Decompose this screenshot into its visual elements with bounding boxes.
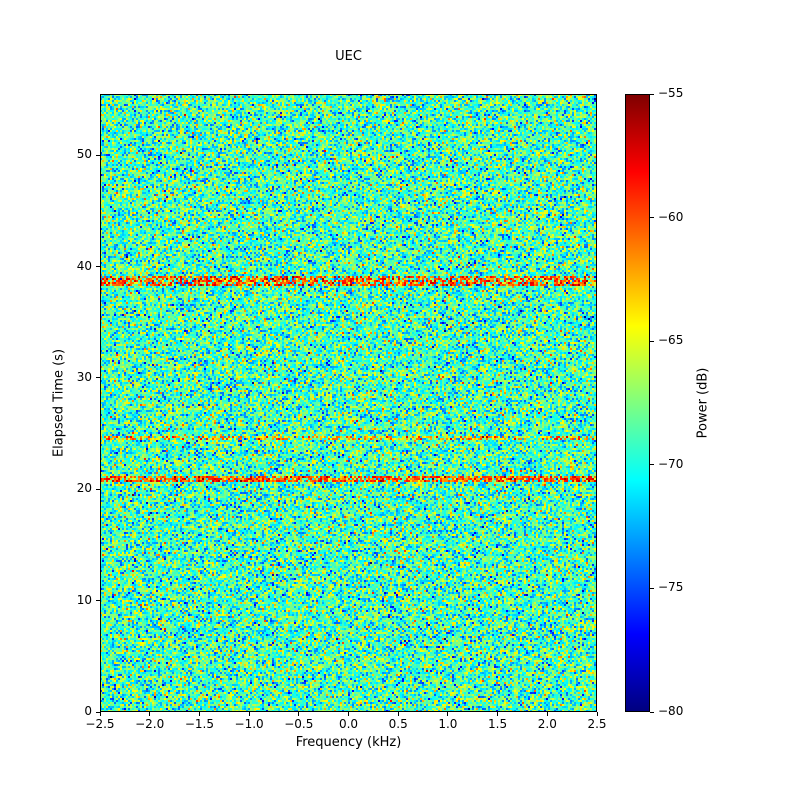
colorbar-tick bbox=[650, 587, 654, 589]
x-tick-label: −1.5 bbox=[184, 717, 214, 731]
colorbar-tick bbox=[650, 93, 654, 95]
x-tick bbox=[99, 712, 101, 716]
x-tick bbox=[248, 712, 250, 716]
spectrogram-canvas bbox=[100, 94, 597, 712]
x-tick bbox=[348, 712, 349, 716]
colorbar-tick bbox=[650, 464, 654, 466]
x-tick-label: −2.0 bbox=[135, 717, 165, 731]
y-tick bbox=[96, 154, 100, 156]
x-axis-label: Frequency (kHz) bbox=[295, 735, 402, 750]
colorbar-canvas bbox=[625, 94, 650, 712]
x-tick-label: −0.5 bbox=[284, 717, 314, 731]
x-tick-label: 2.5 bbox=[587, 717, 607, 731]
colorbar-tick-label: −75 bbox=[658, 580, 684, 595]
y-tick-label: 50 bbox=[76, 147, 92, 162]
y-tick-label: 0 bbox=[84, 704, 92, 718]
colorbar-tick bbox=[650, 217, 654, 219]
x-tick-label: −1.0 bbox=[234, 717, 264, 731]
y-tick-label: 40 bbox=[76, 258, 92, 273]
y-tick bbox=[96, 488, 100, 490]
x-tick bbox=[546, 712, 548, 716]
x-tick-label: 1.0 bbox=[438, 717, 458, 731]
x-tick-label: −2.5 bbox=[85, 717, 115, 731]
x-tick bbox=[497, 712, 499, 716]
colorbar-tick-label: −65 bbox=[658, 333, 684, 348]
chart-title: UEC bbox=[335, 49, 362, 64]
colorbar-tick-label: −80 bbox=[658, 704, 684, 718]
colorbar-tick-label: −70 bbox=[658, 456, 684, 471]
y-tick bbox=[96, 600, 100, 602]
y-tick bbox=[96, 377, 100, 379]
colorbar-tick-label: −55 bbox=[658, 86, 684, 100]
y-tick bbox=[96, 711, 100, 713]
y-axis-label: Elapsed Time (s) bbox=[51, 348, 67, 458]
x-tick bbox=[198, 712, 200, 716]
y-tick-label: 30 bbox=[76, 369, 92, 384]
x-tick bbox=[149, 712, 151, 716]
x-tick-label: 0.5 bbox=[388, 717, 408, 731]
x-tick-label: 2.0 bbox=[537, 717, 557, 731]
y-tick bbox=[96, 266, 100, 268]
x-tick bbox=[298, 712, 300, 716]
y-tick-label: 10 bbox=[76, 592, 92, 607]
colorbar-tick-label: −60 bbox=[658, 209, 684, 224]
x-tick-label: 0.0 bbox=[338, 717, 359, 731]
x-tick bbox=[397, 712, 399, 716]
x-tick bbox=[596, 712, 598, 716]
colorbar-tick bbox=[650, 711, 654, 713]
colorbar-tick bbox=[650, 340, 654, 342]
x-tick-label: 1.5 bbox=[488, 717, 508, 731]
colorbar-label: Power (dB) bbox=[695, 367, 711, 439]
x-tick bbox=[447, 712, 449, 716]
y-tick-label: 20 bbox=[76, 481, 92, 496]
